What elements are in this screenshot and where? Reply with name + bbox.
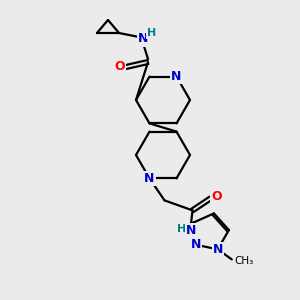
Text: N: N <box>186 224 197 237</box>
Text: O: O <box>211 190 222 203</box>
Text: CH₃: CH₃ <box>235 256 254 266</box>
Text: O: O <box>115 61 125 74</box>
Text: H: H <box>177 224 186 234</box>
Text: N: N <box>212 243 223 256</box>
Text: H: H <box>147 28 157 38</box>
Text: N: N <box>144 172 155 185</box>
Text: N: N <box>171 70 182 83</box>
Text: N: N <box>138 32 148 46</box>
Text: N: N <box>191 238 201 251</box>
